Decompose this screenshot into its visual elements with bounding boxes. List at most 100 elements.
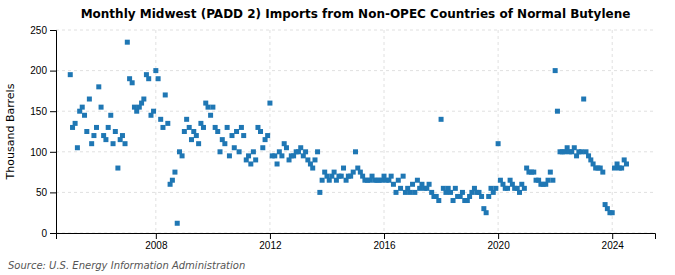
point bbox=[408, 190, 413, 195]
point bbox=[341, 166, 346, 171]
point bbox=[165, 121, 170, 126]
point bbox=[484, 210, 489, 215]
axis-line bbox=[57, 234, 656, 240]
tick: 50 bbox=[36, 187, 56, 198]
point bbox=[320, 178, 325, 183]
point bbox=[410, 182, 415, 187]
point bbox=[298, 145, 303, 150]
tick-label: 2012 bbox=[259, 240, 282, 251]
point bbox=[84, 129, 89, 134]
point bbox=[493, 186, 498, 191]
point bbox=[99, 105, 104, 110]
grid bbox=[56, 30, 655, 233]
point bbox=[453, 186, 458, 191]
chart: 20082012201620202024050100150200250Month… bbox=[0, 0, 675, 275]
grid-line bbox=[56, 70, 655, 71]
tick-label: 2020 bbox=[487, 240, 510, 251]
point bbox=[82, 113, 87, 118]
point bbox=[108, 113, 113, 118]
tick: 2024 bbox=[602, 233, 625, 251]
point bbox=[201, 125, 206, 130]
tick: 100 bbox=[30, 147, 56, 158]
point bbox=[339, 174, 344, 179]
x-axis: 2008 2012 2016 2020 2024 bbox=[57, 233, 656, 251]
point bbox=[391, 182, 396, 187]
point bbox=[80, 105, 85, 110]
grid-line bbox=[612, 30, 613, 233]
point bbox=[258, 129, 263, 134]
point bbox=[312, 157, 317, 162]
point bbox=[460, 190, 465, 195]
grid-line bbox=[384, 30, 385, 233]
point bbox=[75, 145, 80, 150]
tick: 2020 bbox=[487, 233, 510, 251]
point bbox=[572, 145, 577, 150]
point bbox=[351, 170, 356, 175]
tick-label: 2008 bbox=[145, 240, 168, 251]
point bbox=[89, 141, 94, 146]
point bbox=[581, 97, 586, 102]
point bbox=[227, 153, 232, 158]
point bbox=[531, 170, 536, 175]
point bbox=[73, 121, 78, 126]
tick-mark bbox=[50, 30, 56, 31]
point bbox=[310, 166, 315, 171]
point bbox=[505, 186, 510, 191]
point bbox=[111, 141, 116, 146]
point bbox=[398, 186, 403, 191]
point bbox=[548, 170, 553, 175]
tick-mark bbox=[50, 233, 56, 234]
plot-area: 20082012201620202024050100150200250 bbox=[30, 25, 655, 251]
tick-mark bbox=[50, 71, 56, 72]
title: Monthly Midwest (PADD 2) Imports from No… bbox=[81, 7, 631, 21]
point bbox=[619, 166, 624, 171]
y-axis: 050100150200250 bbox=[30, 25, 56, 239]
point bbox=[160, 125, 165, 130]
tick-label: 50 bbox=[36, 187, 48, 198]
point bbox=[234, 129, 239, 134]
grid-line bbox=[56, 192, 655, 193]
tick-mark bbox=[156, 233, 157, 239]
point bbox=[353, 149, 358, 154]
point bbox=[184, 117, 189, 122]
point bbox=[96, 84, 101, 89]
tick-label: 0 bbox=[41, 228, 47, 239]
tick-label: 100 bbox=[30, 147, 47, 158]
point bbox=[394, 190, 399, 195]
point bbox=[303, 149, 308, 154]
point bbox=[222, 141, 227, 146]
point bbox=[229, 133, 234, 138]
point bbox=[546, 178, 551, 183]
point bbox=[396, 178, 401, 183]
point bbox=[206, 105, 211, 110]
point bbox=[170, 178, 175, 183]
point bbox=[315, 149, 320, 154]
point bbox=[550, 178, 555, 183]
tick-mark bbox=[498, 233, 499, 239]
point bbox=[91, 133, 96, 138]
point bbox=[415, 178, 420, 183]
grid-line bbox=[56, 30, 655, 31]
point bbox=[158, 117, 163, 122]
tick-label: 200 bbox=[30, 65, 47, 76]
point bbox=[153, 68, 158, 73]
tick: 2016 bbox=[373, 233, 396, 251]
tick-mark bbox=[384, 233, 385, 239]
tick-mark bbox=[50, 111, 56, 112]
point bbox=[210, 105, 215, 110]
point bbox=[175, 221, 180, 226]
tick-label: 150 bbox=[30, 106, 47, 117]
point bbox=[624, 161, 629, 166]
point bbox=[239, 125, 244, 130]
point bbox=[182, 129, 187, 134]
point bbox=[253, 157, 258, 162]
point bbox=[215, 129, 220, 134]
point bbox=[279, 153, 284, 158]
point bbox=[172, 170, 177, 175]
annotation: Source: U.S. Energy Information Administ… bbox=[8, 260, 245, 271]
point bbox=[317, 190, 322, 195]
points bbox=[68, 40, 629, 226]
point bbox=[241, 133, 246, 138]
point bbox=[332, 170, 337, 175]
point bbox=[125, 40, 130, 45]
